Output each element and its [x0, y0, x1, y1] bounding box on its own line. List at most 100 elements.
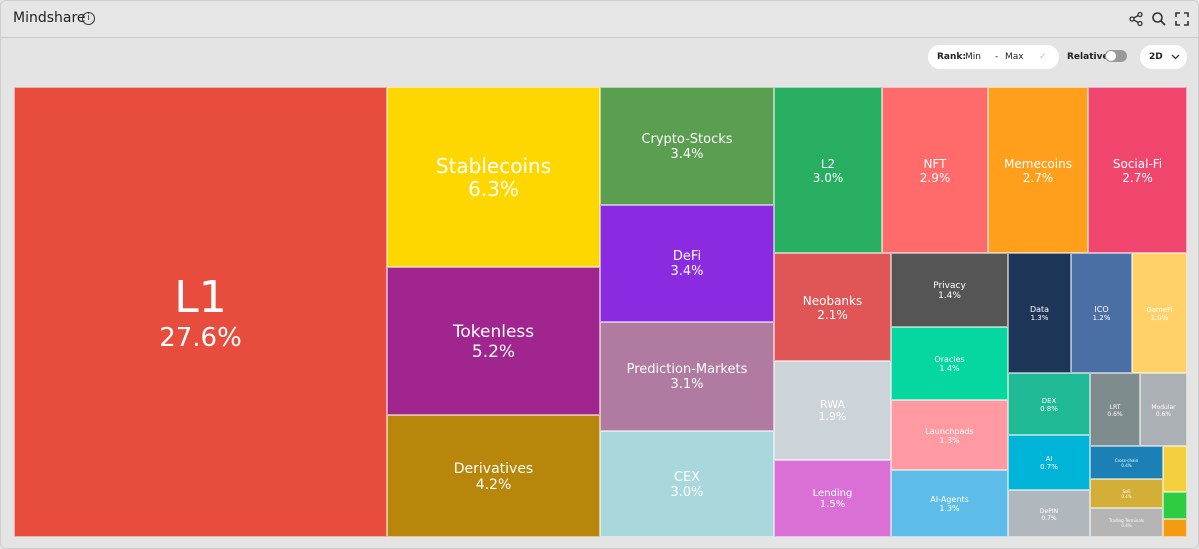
treemap-cell-memecoins[interactable]: Memecoins 2.7% — [988, 87, 1088, 253]
treemap-cell-ai-agents[interactable]: AI-Agents 1.3% — [891, 470, 1008, 537]
treemap-cell-oracles[interactable]: Oracles 1.4% — [891, 327, 1008, 400]
treemap-cell-data[interactable]: Data 1.3% — [1008, 253, 1071, 373]
treemap-cell-label: Stablecoins 6.3% — [388, 153, 599, 202]
treemap-cell-value: 5.2% — [471, 342, 516, 363]
treemap-cell-name: DeFi — [672, 249, 702, 264]
treemap-cell-label: Launchpads 1.3% — [892, 427, 1007, 446]
treemap-cell-lrt[interactable]: LRT 0.6% — [1090, 373, 1140, 446]
treemap-cell-value: 27.6% — [159, 323, 242, 354]
treemap-cell-l1[interactable]: L1 27.6% — [14, 87, 387, 537]
treemap-cell-nft[interactable]: NFT 2.9% — [882, 87, 988, 253]
treemap-cell-label: Privacy 1.4% — [892, 281, 1007, 302]
fullscreen-icon[interactable] — [1174, 11, 1190, 27]
treemap-cell-value: 3.4% — [670, 146, 704, 162]
treemap-cell-value: 3.0% — [670, 484, 704, 500]
treemap-cell-value: 1.2% — [1092, 314, 1111, 323]
relative-label: Relative — [1067, 52, 1109, 62]
treemap-cell-name: L1 — [174, 271, 227, 323]
treemap-cell-label: DEX 0.8% — [1009, 397, 1089, 414]
treemap-cell-ico[interactable]: ICO 1.2% — [1071, 253, 1132, 373]
treemap-cell-rwa[interactable]: RWA 1.9% — [774, 361, 891, 460]
treemap-cell-name: Tokenless — [452, 322, 535, 342]
treemap-cell-value: 1.4% — [939, 364, 960, 374]
treemap-cell-launchpads[interactable]: Launchpads 1.3% — [891, 400, 1008, 470]
treemap-cell-orange-small[interactable] — [1163, 519, 1187, 537]
treemap-cell-label: GameFi 1.0% — [1133, 306, 1186, 323]
panel-header: Mindshare i — [1, 1, 1198, 38]
treemap-cell-label: AI-Agents 1.3% — [892, 495, 1007, 514]
treemap-cell-lending[interactable]: Lending 1.5% — [774, 460, 891, 537]
treemap-cell-tokenless[interactable]: Tokenless 5.2% — [387, 267, 600, 415]
treemap-cell-ai[interactable]: AI 0.7% — [1008, 435, 1090, 490]
rank-max-input[interactable]: Max — [1005, 52, 1024, 62]
treemap-cell-social-fi[interactable]: Social-Fi 2.7% — [1088, 87, 1187, 253]
treemap-cell-label: L1 27.6% — [15, 272, 386, 355]
treemap-cell-value: 1.3% — [939, 435, 960, 445]
rank-min-input[interactable]: Min — [965, 52, 981, 62]
treemap-cell-name: Prediction-Markets — [626, 362, 748, 377]
treemap-cell-cex[interactable]: CEX 3.0% — [600, 431, 774, 537]
rank-apply-check-icon[interactable]: ✓ — [1039, 52, 1047, 62]
treemap-cell-name: DEX — [1041, 396, 1057, 405]
relative-toggle[interactable] — [1105, 50, 1127, 62]
treemap-cell-l2[interactable]: L2 3.0% — [774, 87, 882, 253]
treemap-cell-name: SoFi — [1122, 489, 1131, 494]
treemap-cell-gamefi[interactable]: GameFi 1.0% — [1132, 253, 1187, 373]
treemap-cell-label: NFT 2.9% — [883, 157, 987, 185]
treemap-cell-defi[interactable]: DeFi 3.4% — [600, 205, 774, 322]
treemap-cell-name: AI — [1045, 455, 1053, 463]
info-icon[interactable]: i — [82, 12, 95, 25]
rank-label: Rank: — [937, 52, 966, 62]
treemap-cell-trading-terminals[interactable]: Trading Terminals 0.4% — [1090, 508, 1163, 537]
relative-toggle-knob — [1106, 51, 1116, 61]
treemap-cell-label: L2 3.0% — [775, 157, 881, 185]
treemap-cell-value: 1.4% — [938, 291, 961, 302]
treemap-cell-name: Trading Terminals — [1109, 518, 1144, 523]
treemap-cell-derivatives[interactable]: Derivatives 4.2% — [387, 415, 600, 537]
share-icon[interactable] — [1128, 11, 1144, 27]
treemap-cell-label: Data 1.3% — [1009, 305, 1070, 323]
search-icon[interactable] — [1151, 11, 1167, 27]
treemap-cell-value: 0.4% — [1121, 522, 1132, 528]
treemap-cell-value: 0.4% — [1121, 462, 1132, 468]
treemap-cell-name: Data — [1029, 305, 1050, 314]
treemap-cell-privacy[interactable]: Privacy 1.4% — [891, 253, 1008, 327]
treemap-cell-stablecoins[interactable]: Stablecoins 6.3% — [387, 87, 600, 267]
treemap-cell-value: 2.7% — [1122, 171, 1153, 186]
treemap-cell-name: L2 — [820, 157, 836, 171]
treemap-cell-modular[interactable]: Modular 0.6% — [1140, 373, 1187, 446]
rank-filter: Rank: Min - Max ✓ — [928, 45, 1059, 69]
treemap-cell-label: AI 0.7% — [1009, 455, 1089, 472]
treemap-cell-name: Lending — [812, 487, 853, 499]
mindshare-treemap: L1 27.6% Stablecoins 6.3% Tokenless 5.2% Deriv… — [14, 87, 1187, 537]
treemap-cell-value: 3.0% — [812, 171, 844, 186]
treemap-cell-label: DePIN 0.7% — [1009, 508, 1089, 522]
treemap-cell-crypto-stocks[interactable]: Crypto-Stocks 3.4% — [600, 87, 774, 205]
treemap-cell-label: Derivatives 4.2% — [388, 461, 599, 494]
treemap-cell-value: 0.7% — [1041, 514, 1057, 522]
treemap-cell-prediction-markets[interactable]: Prediction-Markets 3.1% — [600, 322, 774, 431]
treemap-cell-name: AI-Agents — [930, 495, 969, 504]
treemap-cell-label: ICO 1.2% — [1072, 305, 1131, 323]
time-range-select[interactable]: 2D — [1140, 45, 1187, 69]
treemap-cell-neobanks[interactable]: Neobanks 2.1% — [774, 253, 891, 361]
treemap-cell-value: 2.1% — [817, 308, 848, 323]
treemap-cell-cross-chain[interactable]: Cross-chain 0.4% — [1090, 446, 1163, 479]
treemap-cell-sofi[interactable]: SoFi 0.4% — [1090, 479, 1163, 508]
treemap-cell-label: Memecoins 2.7% — [989, 157, 1087, 185]
treemap-cell-yellow-small[interactable] — [1163, 446, 1187, 492]
treemap-cell-label: Modular 0.6% — [1141, 404, 1186, 418]
treemap-cell-value: 0.8% — [1040, 404, 1058, 413]
treemap-cell-value: 1.3% — [939, 504, 960, 514]
treemap-cell-label: Crypto-Stocks 3.4% — [601, 132, 773, 163]
treemap-cell-value: 2.7% — [1022, 171, 1054, 186]
treemap-cell-green-small[interactable] — [1163, 492, 1187, 519]
treemap-cell-dex[interactable]: DEX 0.8% — [1008, 373, 1090, 435]
treemap-cell-label: LRT 0.6% — [1091, 404, 1139, 418]
treemap-cell-depin[interactable]: DePIN 0.7% — [1008, 490, 1090, 537]
treemap-cell-name: Stablecoins — [435, 153, 552, 178]
treemap-cell-name: Privacy — [933, 280, 966, 291]
treemap-cell-name: Neobanks — [802, 294, 863, 308]
treemap-cell-name: RWA — [820, 397, 845, 411]
treemap-cell-value: 6.3% — [468, 177, 519, 202]
